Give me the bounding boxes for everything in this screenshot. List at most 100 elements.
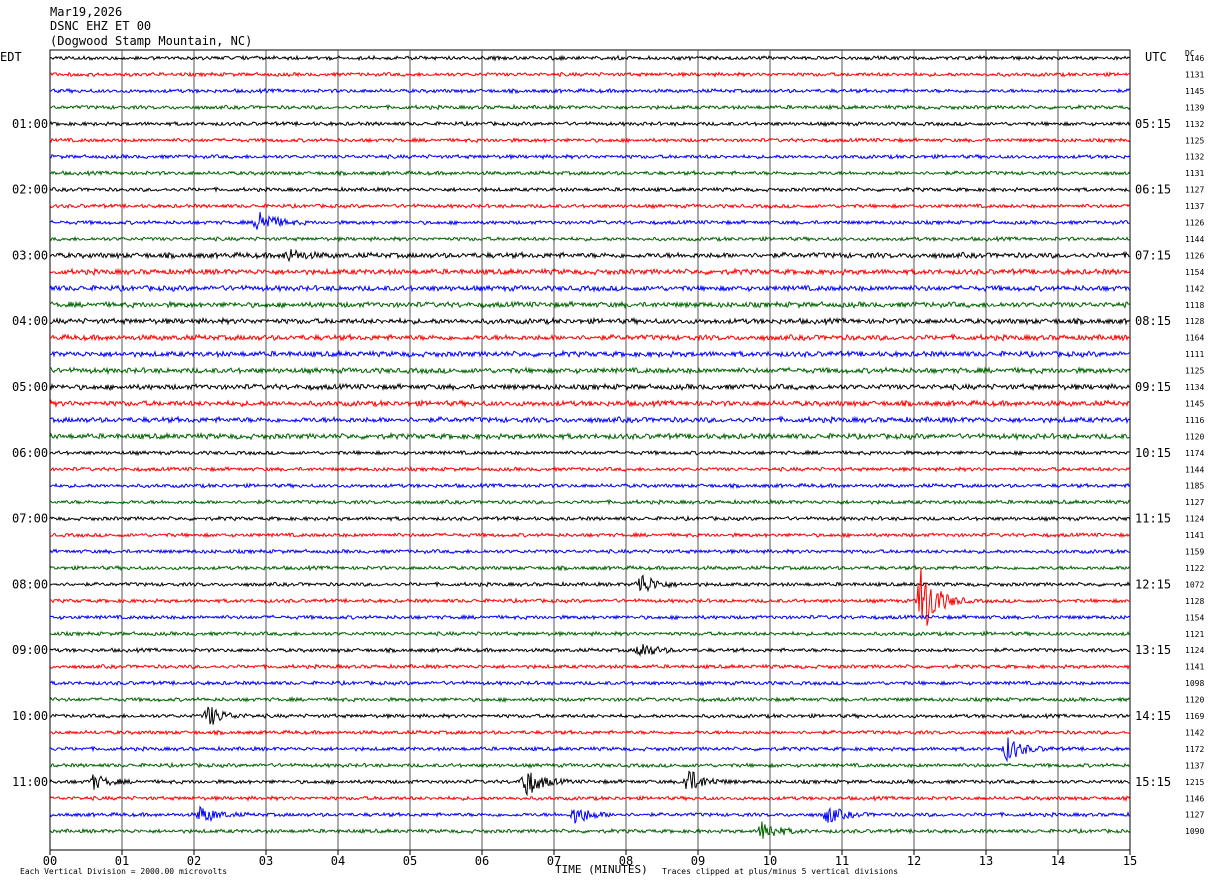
seismic-trace bbox=[49, 696, 1131, 703]
seismic-trace bbox=[49, 514, 1131, 523]
dc-offset-label: 1098 bbox=[1185, 679, 1204, 688]
seismic-trace bbox=[49, 531, 1131, 539]
dc-offset-label: 1137 bbox=[1185, 202, 1204, 211]
seismic-trace bbox=[49, 333, 1131, 343]
dc-offset-label: 1132 bbox=[1185, 153, 1204, 162]
left-hour-label: 05:00 bbox=[12, 380, 48, 394]
x-tick-label: 07 bbox=[547, 854, 561, 868]
right-hour-label: 09:15 bbox=[1135, 380, 1171, 394]
seismic-trace bbox=[49, 267, 1131, 277]
dc-offset-label: 1134 bbox=[1185, 383, 1204, 392]
dc-offset-label: 1124 bbox=[1185, 646, 1204, 655]
right-hour-label: 12:15 bbox=[1135, 577, 1171, 591]
dc-offset-label: 1127 bbox=[1185, 811, 1204, 820]
seismic-trace bbox=[49, 235, 1131, 243]
right-timezone-label: UTC bbox=[1145, 50, 1167, 64]
seismic-trace bbox=[49, 663, 1131, 671]
seismic-trace bbox=[49, 706, 1131, 725]
x-tick-label: 11 bbox=[835, 854, 849, 868]
seismic-trace bbox=[49, 398, 1131, 409]
seismic-trace bbox=[49, 136, 1131, 144]
seismic-trace bbox=[49, 103, 1131, 111]
seismic-trace bbox=[49, 87, 1131, 95]
seismic-trace bbox=[49, 211, 1131, 230]
left-hour-label: 10:00 bbox=[12, 709, 48, 723]
plot-frame bbox=[49, 49, 1131, 851]
right-hour-label: 06:15 bbox=[1135, 183, 1171, 197]
seismic-trace bbox=[49, 644, 1131, 658]
dc-offset-label: 1072 bbox=[1185, 580, 1204, 589]
dc-offset-label: 1137 bbox=[1185, 761, 1204, 770]
seismic-trace bbox=[49, 821, 1131, 839]
seismic-trace bbox=[49, 761, 1131, 769]
seismic-trace bbox=[49, 153, 1131, 161]
seismic-trace bbox=[49, 805, 1131, 824]
clip-note: Traces clipped at plus/minus 5 vertical … bbox=[662, 867, 899, 876]
left-hour-label: 04:00 bbox=[12, 314, 48, 328]
left-hour-label: 02:00 bbox=[12, 183, 48, 197]
dc-offset-label: 1141 bbox=[1185, 663, 1204, 672]
seismic-trace bbox=[49, 382, 1131, 392]
x-tick-label: 08 bbox=[619, 854, 633, 868]
right-hour-label: 07:15 bbox=[1135, 248, 1171, 262]
x-tick-label: 15 bbox=[1123, 854, 1137, 868]
dc-offset-label: 1154 bbox=[1185, 268, 1204, 277]
x-tick-label: 00 bbox=[43, 854, 57, 868]
seismic-trace bbox=[49, 729, 1131, 737]
left-hour-label: 07:00 bbox=[12, 512, 48, 526]
left-hour-label: 11:00 bbox=[12, 775, 48, 789]
right-hour-label: 08:15 bbox=[1135, 314, 1171, 328]
seismic-trace bbox=[49, 465, 1131, 473]
dc-offset-label: 1125 bbox=[1185, 136, 1204, 145]
dc-offset-label: 1144 bbox=[1185, 235, 1204, 244]
seismic-trace bbox=[49, 574, 1131, 593]
dc-offset-label: 1172 bbox=[1185, 745, 1204, 754]
dc-offset-label: 1126 bbox=[1185, 219, 1204, 228]
seismic-trace bbox=[49, 548, 1131, 556]
left-timezone-label: EDT bbox=[0, 50, 22, 64]
dc-offset-label: 1120 bbox=[1185, 696, 1204, 705]
dc-offset-label: 1141 bbox=[1185, 531, 1204, 540]
seismic-trace bbox=[49, 567, 1131, 626]
seismic-trace bbox=[49, 498, 1131, 506]
dc-offset-label: 1169 bbox=[1185, 712, 1204, 721]
dc-offset-label: 1145 bbox=[1185, 87, 1204, 96]
dc-offset-label: 1146 bbox=[1185, 794, 1204, 803]
dc-offset-label: 1131 bbox=[1185, 169, 1204, 178]
dc-offset-label: 1154 bbox=[1185, 613, 1204, 622]
right-hour-label: 10:15 bbox=[1135, 446, 1171, 460]
x-tick-label: 05 bbox=[403, 854, 417, 868]
dc-column-label: DC bbox=[1185, 49, 1195, 58]
dc-offset-label: 1185 bbox=[1185, 482, 1204, 491]
seismic-trace bbox=[49, 366, 1131, 376]
plot-date: Mar19,2026 bbox=[50, 5, 123, 19]
plot-channel: DSNC EHZ ET 00 bbox=[50, 19, 152, 33]
right-hour-label: 11:15 bbox=[1135, 512, 1171, 526]
dc-offset-label: 1142 bbox=[1185, 284, 1204, 293]
x-tick-label: 04 bbox=[331, 854, 345, 868]
x-tick-label: 10 bbox=[763, 854, 777, 868]
left-hour-label: 08:00 bbox=[12, 577, 48, 591]
seismic-trace bbox=[49, 679, 1131, 687]
seismic-trace bbox=[49, 71, 1131, 78]
seismic-trace bbox=[49, 613, 1131, 621]
dc-offset-label: 1090 bbox=[1185, 827, 1204, 836]
seismic-trace bbox=[49, 120, 1131, 128]
dc-offset-label: 1145 bbox=[1185, 399, 1204, 408]
dc-offset-label: 1164 bbox=[1185, 334, 1204, 343]
seismic-trace bbox=[49, 794, 1131, 802]
x-tick-label: 03 bbox=[259, 854, 273, 868]
dc-offset-label: 1118 bbox=[1185, 301, 1204, 310]
dc-offset-label: 1128 bbox=[1185, 597, 1204, 606]
dc-offset-label: 1128 bbox=[1185, 317, 1204, 326]
dc-offset-label: 1126 bbox=[1185, 251, 1204, 260]
x-tick-label: 14 bbox=[1051, 854, 1065, 868]
x-tick-label: 09 bbox=[691, 854, 705, 868]
dc-offset-label: 1159 bbox=[1185, 548, 1204, 557]
x-tick-label: 01 bbox=[115, 854, 129, 868]
seismic-trace bbox=[49, 564, 1131, 572]
right-hour-label: 15:15 bbox=[1135, 775, 1171, 789]
x-tick-label: 12 bbox=[907, 854, 921, 868]
seismic-trace bbox=[49, 185, 1130, 193]
